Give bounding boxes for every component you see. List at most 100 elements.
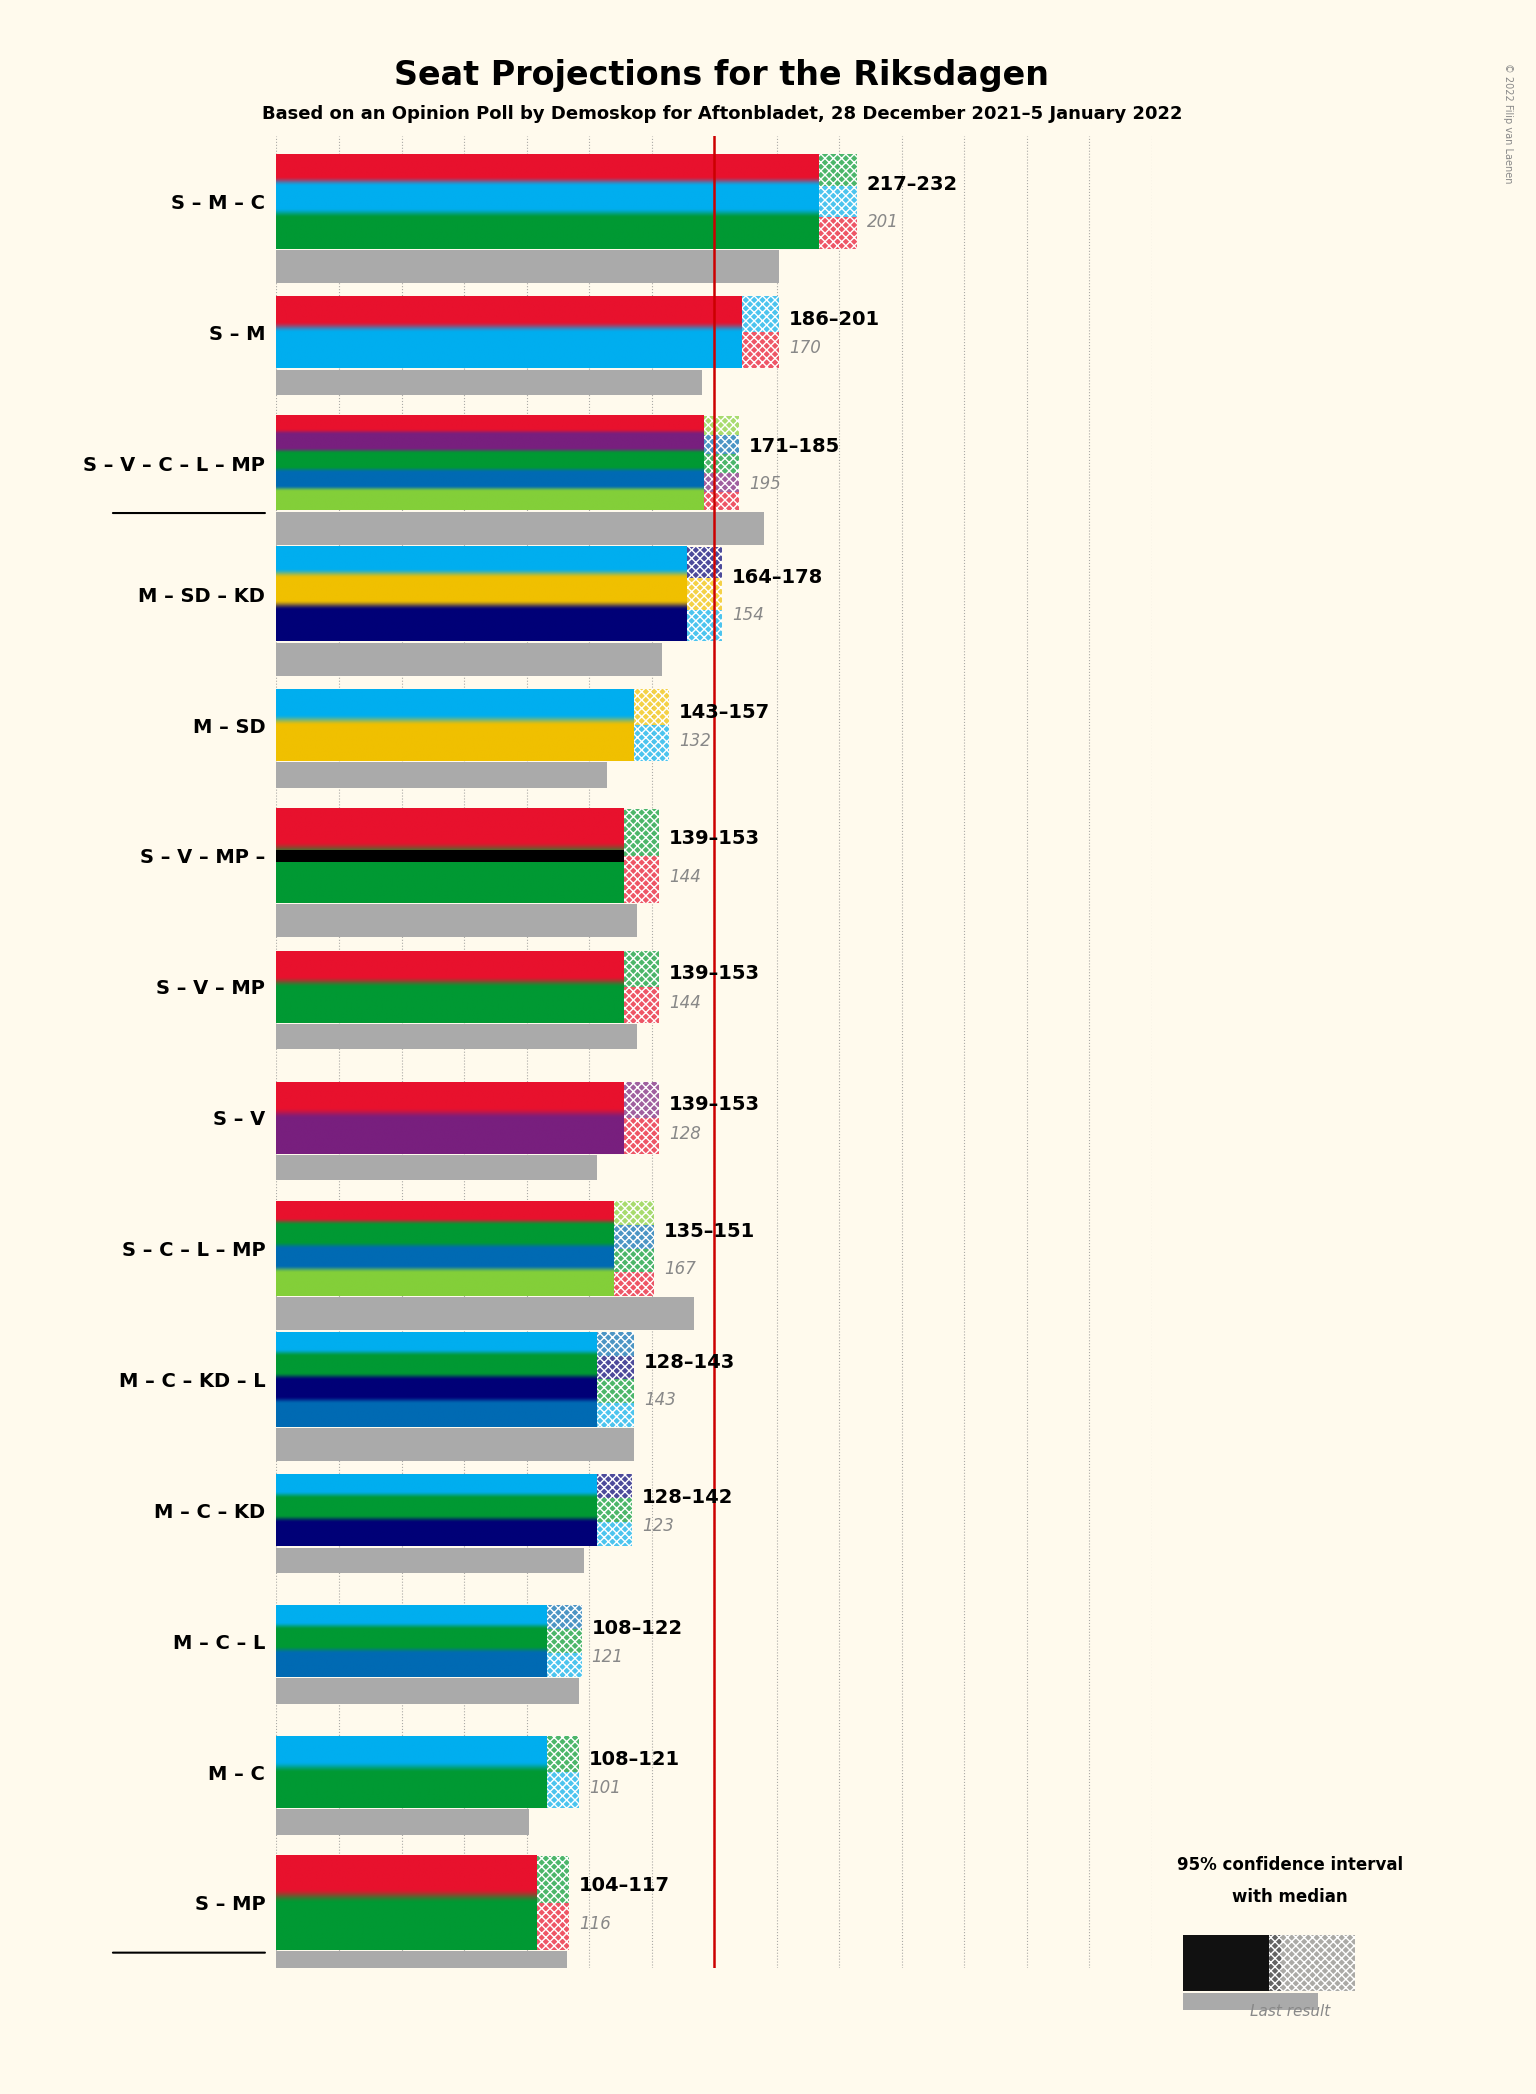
Bar [276,1357,596,1380]
Bar [276,1403,596,1426]
Bar [276,1547,584,1573]
Text: 95% confidence interval: 95% confidence interval [1177,1855,1404,1874]
Text: 164–178: 164–178 [731,567,823,586]
Bar [624,1083,659,1118]
Bar [596,1474,631,1499]
Text: 154: 154 [731,605,763,624]
Text: 135–151: 135–151 [664,1223,756,1242]
Bar [276,1024,637,1049]
Bar [703,436,739,454]
Bar [276,1903,536,1950]
Text: 170: 170 [790,339,822,358]
Bar [276,297,742,333]
Bar [596,1380,634,1403]
Text: 195: 195 [750,475,782,492]
Bar [614,1248,654,1273]
Bar [819,218,857,249]
Bar [596,1332,634,1357]
Bar [276,1952,567,1985]
Bar [276,1736,547,1772]
Bar [596,1403,634,1426]
Bar [634,689,670,725]
Text: Based on an Opinion Poll by Demoskop for Aftonbladet, 28 December 2021–5 January: Based on an Opinion Poll by Demoskop for… [261,105,1183,124]
Bar [276,1202,614,1225]
Bar [276,436,703,454]
Bar [687,609,722,641]
Bar [614,1271,654,1296]
Bar [276,473,703,492]
Bar [742,297,779,333]
Bar [276,1522,596,1545]
Text: 171–185: 171–185 [750,438,840,456]
Text: 121: 121 [591,1648,624,1667]
Bar [276,850,624,861]
Bar [624,951,659,986]
Bar [624,986,659,1022]
Bar [276,417,703,436]
Bar [547,1652,582,1677]
Bar [276,1296,694,1330]
Text: 139–153: 139–153 [670,965,760,984]
Bar [276,1474,596,1499]
Bar [276,1606,547,1629]
Text: 132: 132 [679,733,711,750]
Text: 101: 101 [590,1780,621,1797]
Text: Last result: Last result [1250,2004,1330,2019]
Bar [547,1606,582,1629]
Bar [596,1522,631,1545]
Text: Seat Projections for the Riksdagen: Seat Projections for the Riksdagen [395,59,1049,92]
Bar [276,1271,614,1296]
Bar [596,1380,634,1403]
Bar [624,856,659,903]
Bar [276,1772,547,1807]
Bar [819,186,857,218]
Bar [742,297,779,333]
Bar [276,1225,614,1248]
Bar [276,333,742,369]
Text: 104–117: 104–117 [579,1876,670,1895]
Text: 128: 128 [670,1124,700,1143]
Bar [624,1118,659,1154]
Bar [703,454,739,473]
Text: 116: 116 [579,1914,611,1933]
Bar [276,762,607,787]
Text: 108–121: 108–121 [590,1751,680,1769]
Bar [624,951,659,986]
Bar [703,417,739,436]
Bar [596,1474,631,1499]
Bar [276,1679,579,1705]
Bar [547,1629,582,1652]
Bar [687,578,722,609]
Bar [276,1499,596,1522]
Bar [536,1903,570,1950]
Bar [1269,1935,1355,1991]
Text: 143–157: 143–157 [679,704,771,722]
Bar [536,1903,570,1950]
Bar [276,643,662,676]
Bar [624,856,659,903]
Text: 143: 143 [644,1390,676,1409]
Bar [276,454,703,473]
Bar [276,218,819,249]
Bar [624,986,659,1022]
Text: with median: with median [1232,1887,1349,1906]
Bar [596,1357,634,1380]
Bar [547,1629,582,1652]
Bar [819,218,857,249]
Bar [276,1428,634,1462]
Bar [276,986,624,1022]
Bar [624,808,659,856]
Bar [596,1522,631,1545]
Bar [596,1499,631,1522]
Text: 108–122: 108–122 [591,1619,684,1638]
Bar [276,249,779,283]
Bar [596,1357,634,1380]
Bar [276,1118,624,1154]
Bar [614,1202,654,1225]
Bar [276,1809,528,1834]
Bar [634,725,670,760]
Bar [614,1225,654,1248]
Text: 139–153: 139–153 [670,829,760,848]
Bar [703,473,739,492]
Text: 186–201: 186–201 [790,310,880,329]
